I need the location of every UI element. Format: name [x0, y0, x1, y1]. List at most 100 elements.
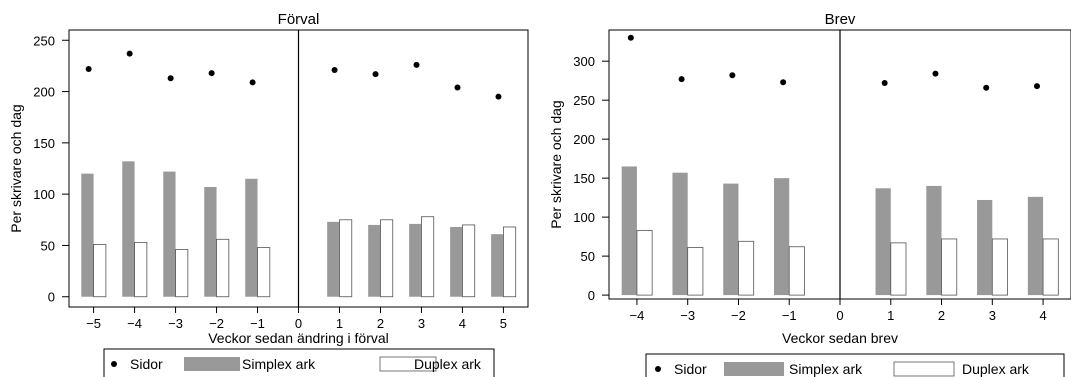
- y-tick-label: 100: [573, 210, 595, 225]
- bar-duplex: [941, 238, 958, 296]
- bar-duplex: [636, 229, 653, 296]
- chart-title: Förval: [278, 11, 320, 28]
- bar-duplex: [339, 219, 353, 298]
- x-tick-label: −1: [250, 316, 265, 331]
- point-sidor: [454, 84, 461, 91]
- legend-key-simplex: [724, 362, 784, 376]
- x-tick-label: 1: [336, 316, 343, 331]
- legend-label: Sidor: [130, 356, 163, 372]
- x-axis-label: Veckor sedan brev: [782, 330, 898, 346]
- x-tick-label: −1: [782, 308, 797, 323]
- legend-key-sidor: [111, 361, 117, 367]
- bar-simplex: [163, 171, 176, 297]
- point-sidor: [495, 93, 502, 100]
- bar-simplex: [621, 166, 637, 296]
- bar-duplex: [890, 242, 907, 296]
- x-tick-label: 3: [989, 308, 996, 323]
- bar-simplex: [672, 172, 688, 296]
- bar-simplex: [368, 224, 381, 297]
- x-tick-label: 0: [295, 316, 302, 331]
- bar-duplex: [788, 246, 805, 296]
- x-tick-label: −2: [209, 316, 224, 331]
- x-tick-label: −5: [86, 316, 101, 331]
- bar-duplex: [380, 219, 394, 298]
- point-sidor: [678, 76, 685, 83]
- bar-duplex: [134, 241, 148, 298]
- point-sidor: [932, 70, 939, 77]
- chart-panel-brev: Brev 0 50 100 150 200 250 300 −4 −3 −2 −1 0 1 2 3 4 Vecko…: [548, 11, 1071, 377]
- point-sidor: [627, 34, 634, 41]
- bar-simplex: [245, 178, 258, 297]
- legend-key-duplex: [379, 356, 437, 372]
- point-sidor: [208, 70, 215, 77]
- bar-duplex: [1042, 238, 1059, 296]
- point-sidor: [881, 80, 888, 87]
- point-sidor: [1033, 83, 1040, 90]
- chart-panel-forval: Förval 0 50 100 150 200 250 −5 −4 −3 −2 −1 0 1 2 3 4 5 Vec…: [8, 11, 529, 377]
- bar-duplex: [503, 226, 517, 298]
- point-sidor: [983, 84, 990, 91]
- y-tick-label: 50: [581, 249, 595, 264]
- x-tick-label: 3: [418, 316, 425, 331]
- y-tick-label: 150: [33, 136, 55, 151]
- y-tick-label: 300: [573, 54, 595, 69]
- bar-simplex: [1027, 196, 1044, 296]
- bar-simplex: [926, 185, 942, 296]
- y-tick-label: 200: [33, 85, 55, 100]
- x-tick-label: −3: [680, 308, 695, 323]
- bar-simplex: [122, 161, 135, 297]
- x-tick-label: 1: [887, 308, 894, 323]
- y-tick-label: 250: [33, 33, 55, 48]
- bar-duplex: [462, 224, 476, 298]
- x-tick-label: −2: [731, 308, 746, 323]
- bar-simplex: [491, 234, 504, 297]
- y-axis-label: Per skrivare och dag: [8, 104, 24, 232]
- chart-title: Brev: [825, 11, 856, 28]
- y-tick-label: 200: [573, 132, 595, 147]
- bar-duplex: [216, 238, 230, 298]
- bar-simplex: [327, 221, 340, 297]
- bar-simplex: [875, 188, 891, 296]
- x-tick-label: −4: [630, 308, 645, 323]
- x-tick-label: 2: [377, 316, 384, 331]
- bar-duplex: [93, 244, 107, 298]
- y-tick-label: 0: [48, 290, 55, 305]
- x-tick-label: 2: [938, 308, 945, 323]
- bar-duplex: [991, 238, 1008, 296]
- y-tick-label: 50: [41, 238, 55, 253]
- y-axis-label: Per skrivare och dag: [548, 100, 564, 228]
- bar-simplex: [723, 183, 739, 296]
- bar-simplex: [409, 223, 422, 297]
- bar-simplex: [450, 226, 463, 297]
- point-sidor: [85, 65, 92, 72]
- x-tick-label: −3: [168, 316, 183, 331]
- point-sidor: [167, 75, 174, 82]
- legend-label: Simplex ark: [789, 361, 863, 377]
- legend-key-simplex: [184, 357, 240, 371]
- x-tick-label: 5: [500, 316, 507, 331]
- bar-simplex: [774, 178, 790, 296]
- x-tick-label: 4: [1039, 308, 1046, 323]
- point-sidor: [249, 79, 256, 86]
- y-tick-label: 100: [33, 187, 55, 202]
- bar-simplex: [204, 186, 217, 297]
- y-tick-label: 150: [573, 171, 595, 186]
- point-sidor: [729, 72, 736, 79]
- legend-key-duplex: [893, 361, 955, 377]
- bar-duplex: [687, 247, 704, 296]
- legend-label: Duplex ark: [414, 356, 482, 372]
- x-tick-label: 0: [836, 308, 843, 323]
- bar-duplex: [738, 240, 755, 296]
- bar-simplex: [977, 199, 993, 296]
- bar-duplex: [175, 249, 189, 298]
- x-tick-label: −4: [127, 316, 142, 331]
- legend-label: Duplex ark: [962, 361, 1030, 377]
- legend-label: Sidor: [674, 361, 707, 377]
- point-sidor: [126, 50, 133, 57]
- x-tick-label: 4: [459, 316, 466, 331]
- point-sidor: [372, 71, 379, 78]
- y-tick-label: 250: [573, 93, 595, 108]
- bar-duplex: [421, 216, 435, 298]
- y-tick-label: 0: [588, 288, 595, 303]
